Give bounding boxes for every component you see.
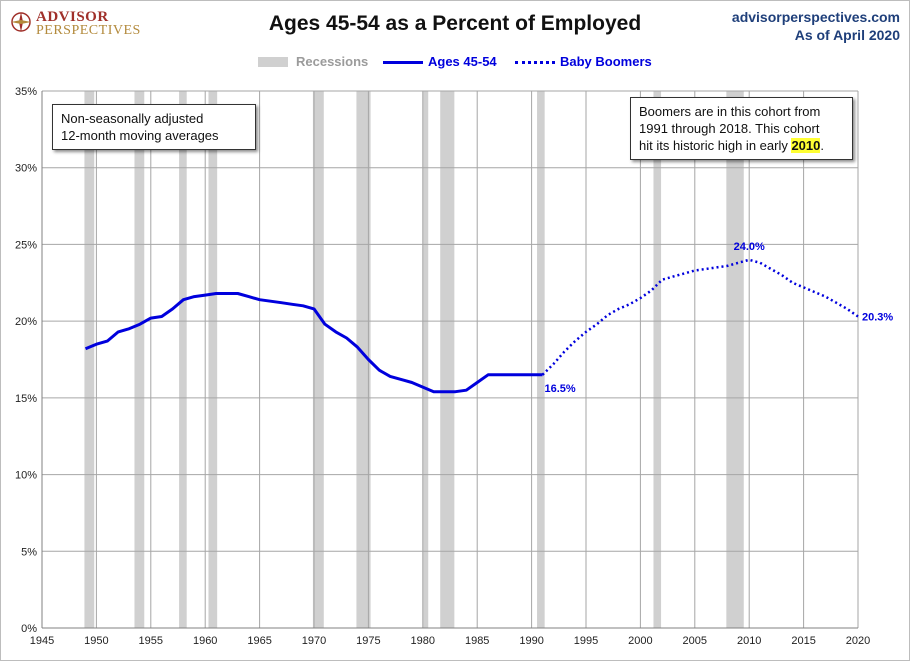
y-tick-label-10%: 10% bbox=[15, 470, 37, 482]
recession-bands bbox=[84, 91, 744, 628]
recession-band-3 bbox=[208, 91, 218, 628]
x-tick-label-2020: 2020 bbox=[846, 635, 870, 647]
ages-45-54-line bbox=[84, 292, 543, 394]
y-tick-label-5%: 5% bbox=[21, 546, 37, 558]
chart-legend: Recessions Ages 45-54 Baby Boomers bbox=[0, 54, 910, 72]
legend-series1-label: Ages 45-54 bbox=[428, 54, 497, 69]
chart-title: Ages 45-54 as a Percent of Employed bbox=[268, 12, 642, 35]
x-tick-label-1970: 1970 bbox=[302, 635, 326, 647]
x-tick-label-1990: 1990 bbox=[519, 635, 543, 647]
boomers-note: Boomers are in this cohort from 1991 thr… bbox=[630, 97, 853, 160]
legend-recession-swatch bbox=[258, 57, 288, 67]
note-line1: Non-seasonally adjusted bbox=[61, 111, 204, 126]
y-axis-tick-labels: 0% 5% 10% 15% 20% 25% 30% 35% bbox=[15, 86, 37, 635]
y-tick-label-20%: 20% bbox=[15, 316, 37, 328]
site-info: advisorperspectives.com As of April 2020 bbox=[732, 8, 900, 44]
x-tick-label-1980: 1980 bbox=[411, 635, 435, 647]
x-tick-label-2005: 2005 bbox=[683, 635, 707, 647]
x-tick-label-1960: 1960 bbox=[193, 635, 217, 647]
gridlines bbox=[42, 90, 859, 628]
boomers-note-line3: hit its historic high in early 2010. bbox=[639, 137, 844, 154]
y-tick-label-0%: 0% bbox=[21, 623, 37, 635]
axes bbox=[41, 91, 858, 629]
ages-45-54-end-label: 16.5% bbox=[544, 383, 575, 395]
x-tick-label-1995: 1995 bbox=[574, 635, 598, 647]
x-tick-label-1965: 1965 bbox=[247, 635, 271, 647]
recession-band-5 bbox=[356, 91, 371, 628]
x-tick-label-1945: 1945 bbox=[30, 635, 54, 647]
compass-icon bbox=[11, 12, 31, 32]
legend-dotted-line bbox=[515, 61, 555, 64]
x-tick-label-1985: 1985 bbox=[465, 635, 489, 647]
recession-band-7 bbox=[440, 91, 455, 628]
legend-recessions-label: Recessions bbox=[296, 54, 369, 69]
baby-boomers-line bbox=[541, 258, 859, 376]
boomers-note-line3-end: . bbox=[820, 138, 824, 153]
series-lines bbox=[84, 258, 859, 394]
recession-band-9 bbox=[653, 91, 662, 628]
x-axis-tick-labels: 1945 1950 1955 1960 1965 1970 1975 1980 1985 1990… bbox=[30, 635, 870, 647]
y-tick-label-35%: 35% bbox=[15, 86, 37, 98]
legend-solid-line bbox=[383, 61, 423, 64]
recession-band-6 bbox=[422, 91, 429, 628]
logo-line1: ADVISOR bbox=[36, 9, 109, 25]
methodology-note: Non-seasonally adjusted 12-month moving … bbox=[52, 104, 256, 150]
site-url: advisorperspectives.com bbox=[731, 9, 900, 25]
baby-boomers-end-label: 20.3% bbox=[862, 312, 893, 324]
x-tick-label-2000: 2000 bbox=[628, 635, 652, 647]
y-tick-label-15%: 15% bbox=[15, 393, 37, 405]
recession-band-10 bbox=[726, 91, 744, 628]
boomers-note-line1: Boomers are in this cohort from bbox=[639, 104, 821, 119]
data-labels: 16.5% 24.0% 20.3% bbox=[544, 241, 893, 395]
recession-band-4 bbox=[312, 91, 324, 628]
y-tick-label-30%: 30% bbox=[15, 163, 37, 175]
x-tick-label-1975: 1975 bbox=[356, 635, 380, 647]
x-tick-label-1955: 1955 bbox=[139, 635, 163, 647]
note-line2: 12-month moving averages bbox=[61, 128, 219, 143]
boomers-note-line3-text: hit its historic high in early bbox=[639, 138, 792, 153]
x-tick-label-1950: 1950 bbox=[84, 635, 108, 647]
y-tick-label-25%: 25% bbox=[15, 239, 37, 251]
as-of-date: As of April 2020 bbox=[794, 27, 900, 43]
recession-band-8 bbox=[537, 91, 545, 628]
boomers-note-line2: 1991 through 2018. This cohort bbox=[639, 121, 820, 136]
recession-band-0 bbox=[84, 91, 95, 628]
x-tick-label-2010: 2010 bbox=[737, 635, 761, 647]
baby-boomers-peak-label: 24.0% bbox=[734, 241, 765, 253]
highlight-year: 2010 bbox=[791, 138, 821, 153]
recession-band-1 bbox=[134, 91, 145, 628]
legend-series2-label: Baby Boomers bbox=[560, 54, 652, 69]
logo-line2: PERSPECTIVES bbox=[36, 23, 141, 38]
recession-band-2 bbox=[179, 91, 187, 628]
x-tick-label-2015: 2015 bbox=[791, 635, 815, 647]
